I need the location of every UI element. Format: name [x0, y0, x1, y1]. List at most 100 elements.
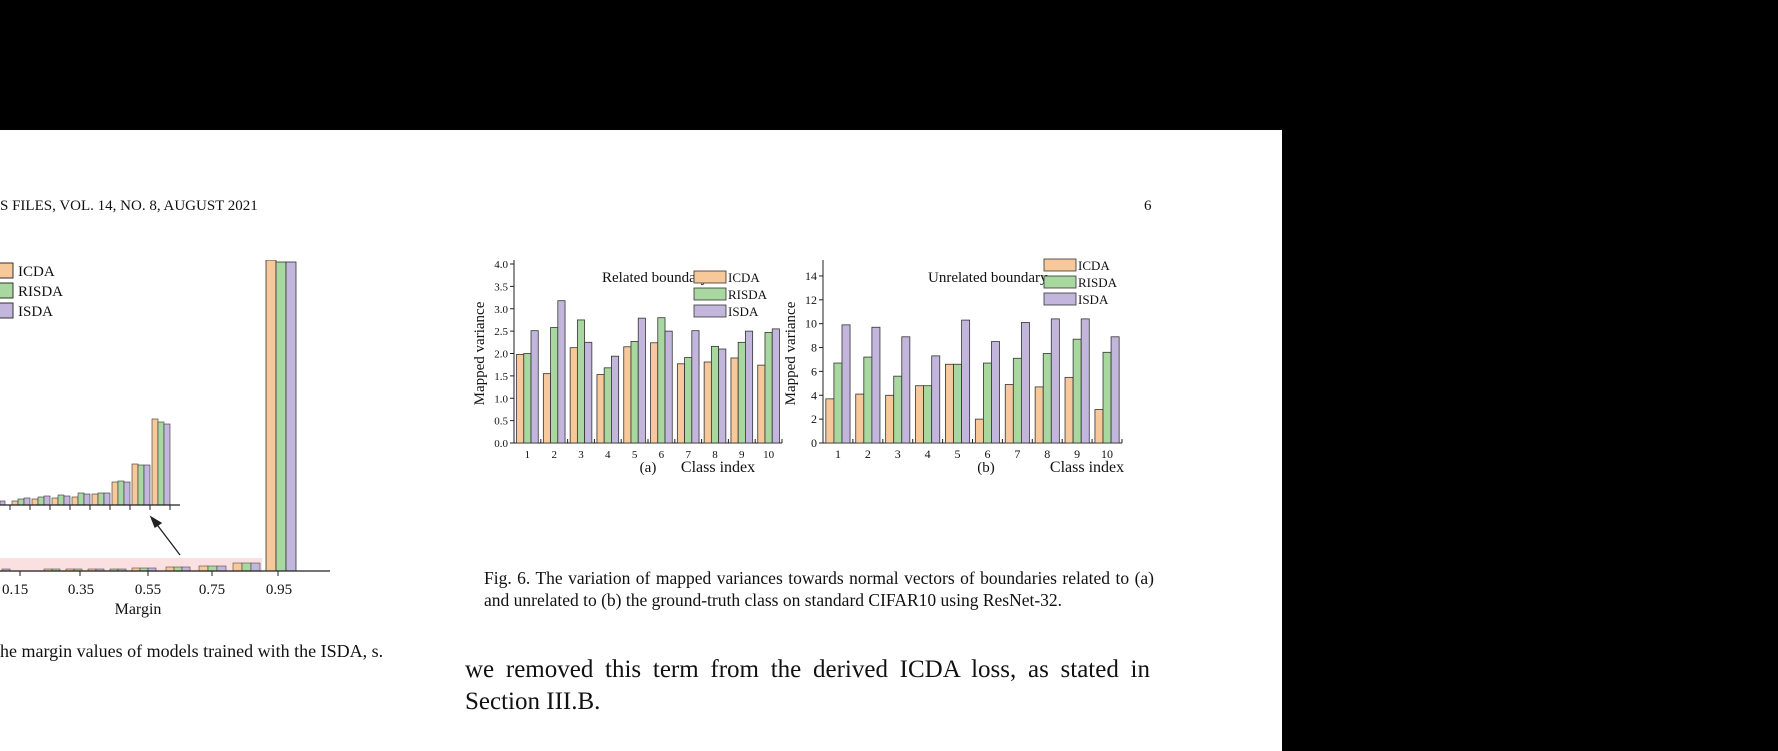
y-tick-label: 3.5: [494, 281, 508, 293]
main-tall-bars: [265, 260, 297, 572]
bar-isda: [557, 300, 566, 444]
inset-bar: [77, 492, 85, 506]
y-tick-label: 0: [811, 436, 817, 450]
fig6-caption: Fig. 6. The variation of mapped variance…: [484, 568, 1154, 610]
inset-bar: [157, 421, 165, 506]
inset-bar: [31, 498, 39, 506]
chart-title: Unrelated boundary: [928, 270, 1048, 286]
x-tick-label: 2: [865, 447, 871, 461]
y-tick-label: 12: [805, 293, 817, 307]
fig5-tick-label: 0.35: [68, 582, 94, 598]
fig5-margin-histogram: ICDA RISDA ISDA: [0, 260, 330, 618]
bar-risda: [764, 332, 773, 444]
fig5-legend: ICDA RISDA ISDA: [0, 262, 63, 320]
bar-risda: [576, 319, 586, 444]
x-tick-label: 8: [1044, 447, 1050, 461]
legend-swatch-risda: [1043, 275, 1077, 289]
inset-bar: [43, 495, 51, 506]
legend-label: ISDA: [728, 304, 759, 319]
bar-risda: [1042, 353, 1052, 444]
x-tick-label: 6: [659, 449, 665, 461]
bar-isda: [1080, 318, 1090, 444]
fig5-xlabel: Margin: [115, 601, 162, 618]
inset-bar: [123, 481, 131, 506]
y-axis-label: Mapped variance: [783, 301, 799, 405]
bar-icda: [855, 393, 865, 444]
y-tick-label: 2.5: [494, 326, 508, 338]
bar-risda: [863, 356, 873, 444]
bar-icda: [516, 353, 525, 444]
inset-arrow: [149, 515, 181, 556]
fig5-caption: he margin values of models trained with …: [0, 641, 384, 661]
bar-risda: [657, 317, 666, 444]
chart-title: Related boundary: [602, 270, 709, 286]
bar-risda: [603, 367, 612, 444]
bar-icda: [1004, 384, 1014, 444]
x-axis-label: Class index: [1050, 459, 1124, 476]
x-tick-label: 3: [578, 449, 584, 461]
bar-isda: [991, 341, 1000, 444]
bar-isda: [1050, 318, 1060, 444]
legend-swatch-isda: [0, 302, 14, 319]
bar-icda: [703, 361, 712, 444]
bar-isda: [931, 355, 941, 444]
inset-bar: [103, 492, 111, 506]
fig6-figure: Related boundary 0.0 0.5 1.0 1.5 2.0 2.5 3.0 3.5…: [472, 258, 1124, 476]
inset-bar: [111, 481, 119, 506]
running-header: S FILES, VOL. 14, NO. 8, AUGUST 2021: [0, 198, 258, 214]
page-number: 6: [1144, 198, 1152, 214]
legend-label: RISDA: [1078, 275, 1118, 290]
inset-bar: [63, 495, 71, 506]
inset-bar: [57, 494, 65, 506]
y-tick-label: 1.0: [494, 393, 508, 405]
bar-icda: [542, 373, 551, 444]
bar-isda: [901, 336, 911, 444]
bar-risda: [893, 375, 903, 444]
inset-bar: [51, 497, 59, 506]
bar-risda: [550, 327, 559, 444]
x-tick-label: 4: [605, 449, 611, 461]
x-tick-label: 10: [763, 449, 775, 461]
inset-bar: [137, 464, 145, 506]
fig5-tick-label: 0.75: [199, 582, 225, 598]
bar-icda: [623, 346, 632, 444]
y-tick-label: 0.5: [494, 416, 508, 428]
bar-isda: [1020, 322, 1030, 444]
bar-risda: [523, 353, 532, 444]
fig5-tick-label: 0.15: [2, 582, 28, 598]
inset-bar: [97, 492, 105, 506]
y-tick-label: 4.0: [494, 259, 508, 271]
x-tick-label: 1: [835, 447, 841, 461]
fig5-tick-label: 0.95: [266, 582, 292, 598]
bar-icda: [974, 418, 984, 444]
x-tick-label: 2: [551, 449, 557, 461]
legend-label: ICDA: [1078, 258, 1110, 273]
inset-bar: [143, 464, 151, 506]
fig5-x-ticks: [19, 571, 279, 576]
legend: ICDA RISDA ISDA: [1043, 258, 1118, 307]
inset-bar: [151, 418, 159, 506]
paper-page: S FILES, VOL. 14, NO. 8, AUGUST 2021 6 I…: [0, 130, 1282, 751]
y-tick-label: 14: [805, 269, 817, 283]
bar-isda: [530, 330, 539, 444]
legend-label: ISDA: [1078, 292, 1109, 307]
y-tick-label: 0.0: [494, 438, 508, 450]
bar-isda: [771, 328, 780, 444]
x-tick-label: 3: [895, 447, 901, 461]
bar-icda: [596, 374, 605, 444]
inset-bar: [23, 497, 31, 506]
y-tick-label: 1.5: [494, 371, 508, 383]
y-axis-label: Mapped variance: [472, 301, 488, 405]
bar-icda: [569, 347, 578, 444]
x-tick-label: 10: [1101, 447, 1113, 461]
bar-icda: [825, 398, 835, 444]
inset-bar: [17, 498, 25, 506]
bar-icda: [1094, 409, 1104, 444]
inset-bar: [91, 493, 99, 506]
bar-risda: [1012, 357, 1022, 444]
panel-label: (b): [977, 460, 995, 476]
bar-icda: [757, 364, 766, 444]
legend-label: ICDA: [728, 270, 760, 285]
bar-risda: [983, 362, 992, 444]
bar-isda: [961, 319, 971, 444]
